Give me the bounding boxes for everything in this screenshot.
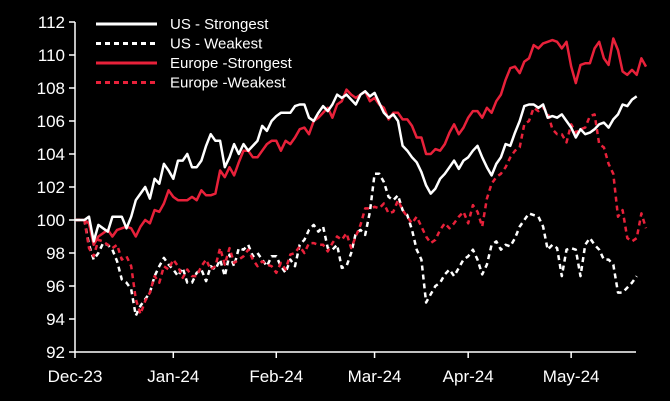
y-tick-label: 108	[37, 79, 65, 98]
x-tick-label: Feb-24	[249, 367, 303, 386]
series-line-europe-weakest	[75, 106, 648, 316]
series-line-us-strongest	[75, 90, 638, 243]
series-line-europe-strongest	[75, 37, 648, 247]
y-tick-label: 100	[37, 211, 65, 230]
y-tick-label: 110	[38, 46, 65, 65]
legend-label: US - Strongest	[170, 16, 269, 33]
y-tick-label: 96	[46, 277, 65, 296]
series-line-us-weakest	[75, 172, 638, 317]
x-tick-label: Jan-24	[147, 367, 199, 386]
x-tick-label: Dec-23	[48, 367, 103, 386]
legend-label: Europe -Strongest	[170, 55, 293, 72]
y-tick-label: 106	[37, 112, 65, 131]
x-tick-label: May-24	[543, 367, 600, 386]
series-lines	[75, 37, 648, 317]
y-tick-label: 104	[37, 145, 65, 164]
axes: 92 94 96 98 100 102 104 106 108 110 112 Dec-23 Jan-2…	[37, 13, 636, 386]
y-tick-label: 92	[46, 343, 65, 362]
y-tick-label: 94	[46, 310, 65, 329]
y-tick-label: 98	[46, 244, 65, 263]
x-tick-label: Apr-24	[443, 367, 494, 386]
x-tick-label: Mar-24	[348, 367, 402, 386]
legend: US - Strongest US - Weakest Europe -Strong…	[96, 16, 293, 92]
legend-label: US - Weakest	[170, 36, 263, 53]
y-tick-label: 112	[38, 13, 65, 32]
y-tick-label: 102	[37, 178, 65, 197]
legend-label: Europe -Weakest	[170, 75, 286, 92]
